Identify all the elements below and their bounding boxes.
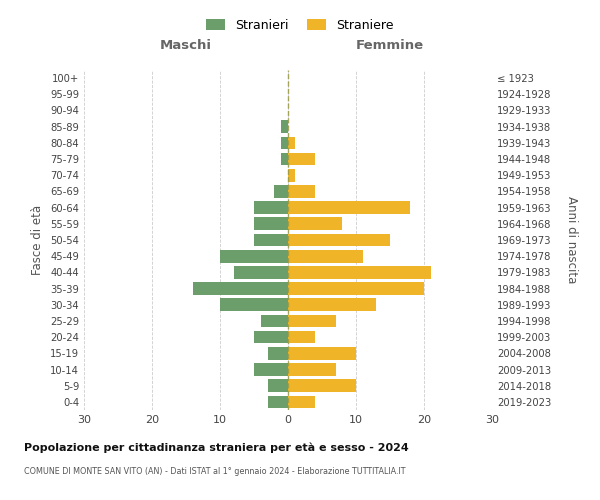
Bar: [288, 234, 390, 246]
Bar: [254, 363, 288, 376]
Y-axis label: Anni di nascita: Anni di nascita: [565, 196, 578, 284]
Bar: [233, 266, 288, 278]
Bar: [268, 396, 288, 408]
Bar: [288, 298, 376, 311]
Bar: [288, 169, 295, 181]
Bar: [288, 396, 315, 408]
Bar: [288, 282, 424, 295]
Bar: [288, 314, 335, 328]
Text: Maschi: Maschi: [160, 39, 212, 52]
Bar: [268, 347, 288, 360]
Bar: [220, 298, 288, 311]
Bar: [281, 152, 288, 166]
Bar: [288, 250, 363, 262]
Bar: [281, 136, 288, 149]
Bar: [288, 185, 315, 198]
Bar: [288, 218, 343, 230]
Bar: [288, 380, 356, 392]
Bar: [288, 266, 431, 278]
Bar: [254, 234, 288, 246]
Y-axis label: Fasce di età: Fasce di età: [31, 205, 44, 275]
Text: Popolazione per cittadinanza straniera per età e sesso - 2024: Popolazione per cittadinanza straniera p…: [24, 442, 409, 453]
Bar: [288, 152, 315, 166]
Bar: [193, 282, 288, 295]
Legend: Stranieri, Straniere: Stranieri, Straniere: [202, 14, 398, 37]
Bar: [254, 202, 288, 214]
Bar: [288, 202, 410, 214]
Bar: [288, 347, 356, 360]
Bar: [254, 218, 288, 230]
Bar: [268, 380, 288, 392]
Bar: [274, 185, 288, 198]
Bar: [254, 331, 288, 344]
Bar: [288, 331, 315, 344]
Bar: [261, 314, 288, 328]
Bar: [288, 363, 335, 376]
Bar: [281, 120, 288, 133]
Text: COMUNE DI MONTE SAN VITO (AN) - Dati ISTAT al 1° gennaio 2024 - Elaborazione TUT: COMUNE DI MONTE SAN VITO (AN) - Dati IST…: [24, 468, 406, 476]
Bar: [288, 136, 295, 149]
Text: Femmine: Femmine: [356, 39, 424, 52]
Bar: [220, 250, 288, 262]
